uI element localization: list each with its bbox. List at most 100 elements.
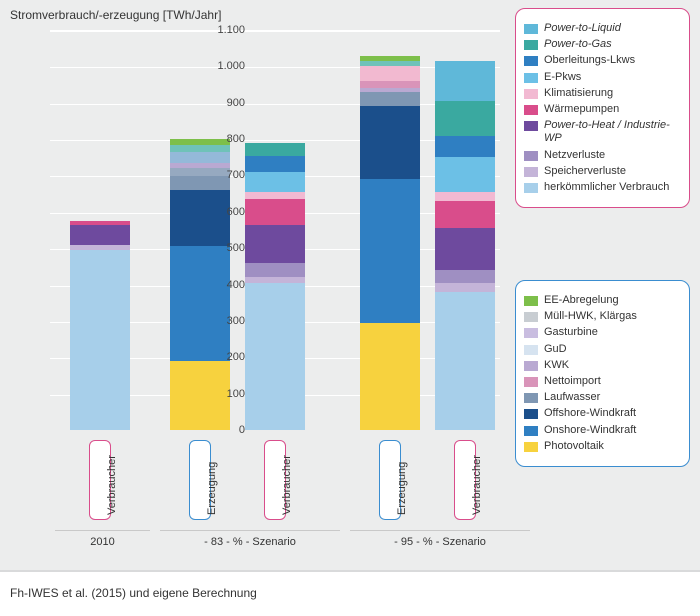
bar-category-label: Verbraucher xyxy=(264,440,286,520)
bar-segment xyxy=(360,323,420,430)
group-separator xyxy=(350,530,530,531)
y-tick-label: 200 xyxy=(205,351,245,363)
legend-label: Power-to-Liquid xyxy=(544,22,681,35)
legend-label: Offshore-Windkraft xyxy=(544,407,681,420)
legend-swatch xyxy=(524,56,538,66)
bar-segment xyxy=(360,66,420,81)
legend-swatch xyxy=(524,377,538,387)
bar-segment xyxy=(435,136,495,158)
legend-label: KWK xyxy=(544,359,681,372)
legend-label: Speicherverluste xyxy=(544,165,681,178)
bar-segment xyxy=(360,81,420,88)
legend-swatch xyxy=(524,361,538,371)
chart-panel: Stromverbrauch/-erzeugung [TWh/Jahr] 010… xyxy=(0,0,700,570)
legend-label: Netzverluste xyxy=(544,149,681,162)
legend-item: Müll-HWK, Klärgas xyxy=(524,310,681,323)
legend-swatch xyxy=(524,442,538,452)
group-separator xyxy=(55,530,150,531)
legend-label: Photovoltaik xyxy=(544,440,681,453)
bar-category-text: Verbraucher xyxy=(471,455,483,515)
stacked-bar xyxy=(435,61,495,430)
legend-item: Offshore-Windkraft xyxy=(524,407,681,420)
bar-segment xyxy=(70,250,130,430)
legend-item: Power-to-Heat / Industrie-WP xyxy=(524,119,681,145)
group-label: - 83 - % - Szenario xyxy=(160,536,340,548)
stacked-bar xyxy=(360,56,420,430)
bar-category-text: Verbraucher xyxy=(281,455,293,515)
legend-swatch xyxy=(524,328,538,338)
legend-item: Onshore-Windkraft xyxy=(524,424,681,437)
bar-segment xyxy=(70,225,130,245)
bar-category-label: Verbraucher xyxy=(89,440,111,520)
bar-category-label: Verbraucher xyxy=(454,440,476,520)
bar-category-text: Erzeugung xyxy=(396,462,408,515)
group-separator xyxy=(160,530,340,531)
y-tick-label: 700 xyxy=(205,169,245,181)
bar-segment xyxy=(245,143,305,156)
legend-item: Photovoltaik xyxy=(524,440,681,453)
y-tick-label: 400 xyxy=(205,279,245,291)
legend-item: Netzverluste xyxy=(524,149,681,162)
bar-category-label: Erzeugung xyxy=(189,440,211,520)
stacked-bar xyxy=(70,221,130,430)
y-tick-label: 900 xyxy=(205,97,245,109)
legend-item: Power-to-Gas xyxy=(524,38,681,51)
y-tick-label: 600 xyxy=(205,206,245,218)
bar-segment xyxy=(245,283,305,430)
bar-segment xyxy=(435,270,495,283)
legend-label: Klimatisierung xyxy=(544,87,681,100)
bar-category-text: Erzeugung xyxy=(206,462,218,515)
legend-swatch xyxy=(524,426,538,436)
plot-area xyxy=(50,30,500,430)
y-tick-label: 1.100 xyxy=(205,24,245,36)
bar-segment xyxy=(435,192,495,201)
legend-label: E-Pkws xyxy=(544,71,681,84)
legend-swatch xyxy=(524,89,538,99)
y-tick-label: 500 xyxy=(205,242,245,254)
legend-swatch xyxy=(524,345,538,355)
bar-segment xyxy=(360,92,420,107)
legend-swatch xyxy=(524,183,538,193)
legend-label: Laufwasser xyxy=(544,391,681,404)
bar-category-label: Erzeugung xyxy=(379,440,401,520)
legend-swatch xyxy=(524,296,538,306)
legend-label: EE-Abregelung xyxy=(544,294,681,307)
group-label: - 95 - % - Szenario xyxy=(350,536,530,548)
legend-label: Onshore-Windkraft xyxy=(544,424,681,437)
legend-item: KWK xyxy=(524,359,681,372)
legend-item: Klimatisierung xyxy=(524,87,681,100)
bar-segment xyxy=(435,157,495,192)
bar-segment xyxy=(360,179,420,323)
legend-swatch xyxy=(524,73,538,83)
legend-swatch xyxy=(524,121,538,131)
legend-label: Wärmepumpen xyxy=(544,103,681,116)
y-tick-label: 300 xyxy=(205,315,245,327)
legend-item: Gasturbine xyxy=(524,326,681,339)
bar-segment xyxy=(170,152,230,163)
bar-segment xyxy=(170,190,230,246)
legend-item: Laufwasser xyxy=(524,391,681,404)
legend-swatch xyxy=(524,393,538,403)
legend-item: E-Pkws xyxy=(524,71,681,84)
bar-segment xyxy=(435,292,495,430)
source-footer: Fh-IWES et al. (2015) und eigene Berechn… xyxy=(0,570,700,610)
legend-swatch xyxy=(524,409,538,419)
bar-segment xyxy=(170,145,230,152)
bar-segment xyxy=(245,263,305,278)
bar-segment xyxy=(435,101,495,136)
bar-segment xyxy=(170,246,230,361)
bar-segment xyxy=(435,201,495,228)
legend-swatch xyxy=(524,24,538,34)
bar-segment xyxy=(245,172,305,192)
bars-container xyxy=(50,31,500,430)
stacked-bar xyxy=(245,143,305,430)
group-label: 2010 xyxy=(55,536,150,548)
legend-swatch xyxy=(524,151,538,161)
legend-item: Nettoimport xyxy=(524,375,681,388)
bar-segment xyxy=(245,199,305,224)
legend-item: Speicherverluste xyxy=(524,165,681,178)
legend-swatch xyxy=(524,40,538,50)
legend-item: Oberleitungs-Lkws xyxy=(524,54,681,67)
bar-segment xyxy=(245,192,305,199)
legend-label: GuD xyxy=(544,343,681,356)
